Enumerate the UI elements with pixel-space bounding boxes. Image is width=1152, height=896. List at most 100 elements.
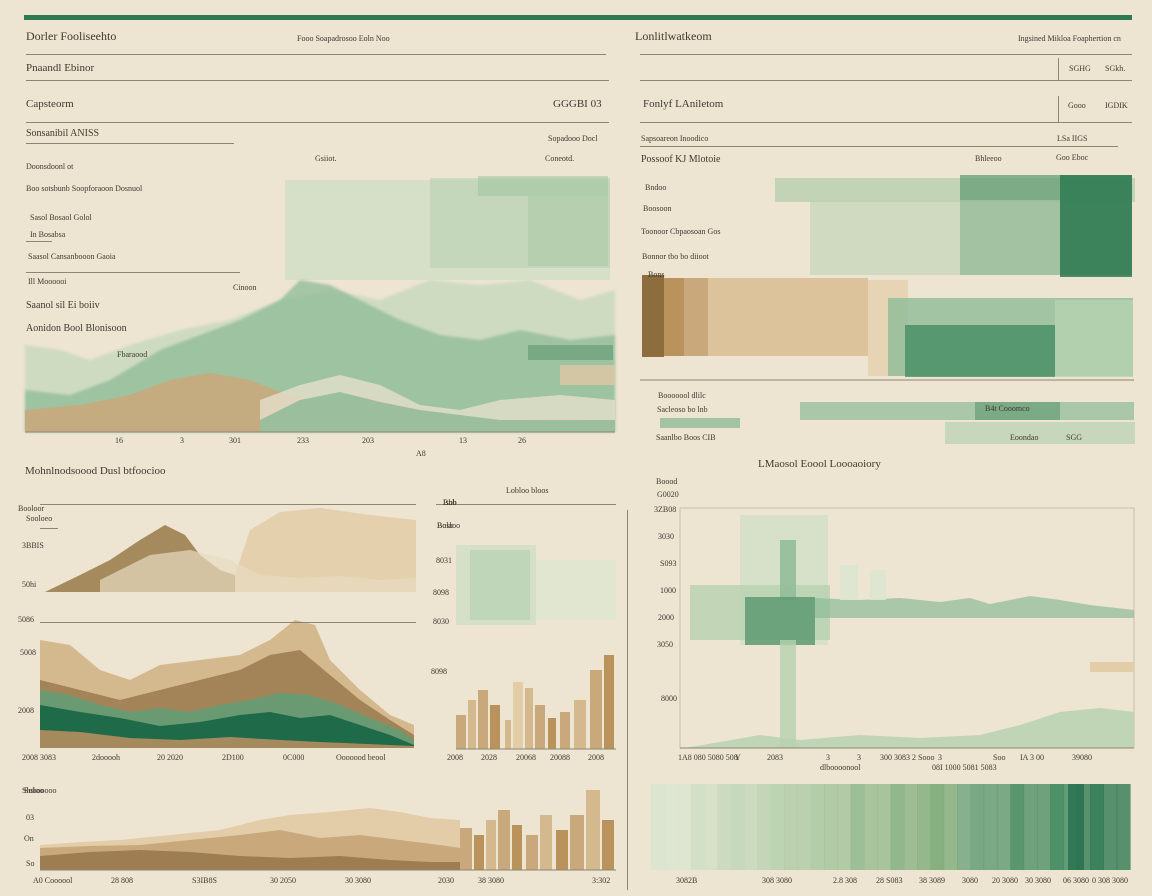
left-panel-title-note: Fooo Soapadrosoo Eoln Noo bbox=[297, 34, 390, 43]
bottom-left-rule bbox=[40, 622, 416, 623]
heatmap-cell bbox=[890, 784, 905, 870]
heatmap-cell bbox=[664, 784, 679, 870]
right-lower-band bbox=[800, 402, 1134, 420]
heatmap-cell bbox=[1036, 784, 1051, 870]
right-lower-value: SGG bbox=[1066, 433, 1083, 442]
x-tick-label: 13 bbox=[459, 436, 467, 445]
right-top-chart bbox=[640, 175, 1135, 444]
right-band-mid bbox=[810, 200, 1060, 275]
bm-bar bbox=[505, 720, 511, 749]
y-tick-label: 8030 bbox=[433, 617, 449, 626]
x-tick-label: 2008 bbox=[447, 753, 463, 762]
right-lower-band bbox=[945, 422, 1135, 444]
y-tick-label: 1000 bbox=[660, 586, 676, 595]
right-row1-value: SGHG bbox=[1069, 64, 1091, 73]
right-lower-value: B4t Cooomco bbox=[985, 404, 1030, 413]
x-tick-label: 233 bbox=[297, 436, 309, 445]
x-tick-label: 39080 bbox=[1072, 753, 1092, 762]
heatmap-cell bbox=[1068, 784, 1084, 870]
x-tick-label: 2008 3083 bbox=[22, 753, 56, 762]
x-tick-label: 2083 bbox=[767, 753, 783, 762]
right-title-rule bbox=[640, 54, 1132, 55]
left-top-x-label: A8 bbox=[416, 449, 426, 458]
bm-bar bbox=[468, 700, 476, 749]
left-side-label: Doonsdoonl ot bbox=[26, 162, 74, 171]
x-tick-label: 2030 bbox=[438, 876, 454, 885]
right-lower-band bbox=[975, 402, 1060, 420]
bottom-right-chart bbox=[679, 507, 1135, 749]
x-tick-label: 30 3080 bbox=[345, 876, 371, 885]
x-tick-label: 20088 bbox=[550, 753, 570, 762]
y-tick-label: Sbsioo bbox=[22, 786, 44, 795]
heatmap-cell bbox=[744, 784, 758, 870]
x-tick-label: 08I 1000 5081 5083 bbox=[932, 763, 997, 772]
x-tick-label: 3 bbox=[180, 436, 184, 445]
heatmap-cell bbox=[850, 784, 865, 870]
bl-main-area-front bbox=[40, 730, 414, 748]
heatmap-cell bbox=[1050, 784, 1065, 870]
heatmap-cell bbox=[704, 784, 719, 870]
bottom-strip-left-chart bbox=[40, 790, 616, 871]
bl-main-area-darkgreen bbox=[40, 705, 414, 748]
x-tick-label: 30 2050 bbox=[270, 876, 296, 885]
right-row2-value: IGDIK bbox=[1105, 101, 1128, 110]
heatmap-cell bbox=[690, 784, 705, 870]
x-tick-label: 3080 bbox=[962, 876, 978, 885]
left-row2-label: Capsteorm bbox=[26, 98, 74, 110]
bsl-bar bbox=[474, 835, 484, 870]
y-tick-label: Boood bbox=[656, 477, 678, 486]
bm-bar bbox=[525, 688, 533, 749]
heatmap-cell bbox=[1023, 784, 1038, 870]
y-tick-label: 3030 bbox=[658, 532, 674, 541]
bsl-bar bbox=[460, 828, 472, 870]
right-panel-title: Lonlitlwatkeom bbox=[635, 29, 712, 43]
right-green-block-dark bbox=[905, 325, 1055, 377]
right-tan-bar bbox=[684, 278, 708, 356]
bottom-left-title-rule bbox=[40, 504, 416, 505]
right-lower-label: Booooool dlilc bbox=[658, 391, 706, 400]
x-tick-label: 2.8 308 bbox=[833, 876, 857, 885]
bm-bar bbox=[604, 655, 614, 749]
bsl-bar bbox=[556, 830, 568, 870]
x-tick-label: IA 3 00 bbox=[1020, 753, 1044, 762]
right-green-block-light bbox=[1055, 300, 1133, 377]
x-tick-label: 2D100 bbox=[222, 753, 244, 762]
right-side-label: Boosoon bbox=[643, 204, 672, 213]
x-tick-label: Ooooood beool bbox=[336, 753, 386, 762]
right-row2-value: Gooo bbox=[1068, 101, 1086, 110]
right-lower-label: Sacleoso bo lnb bbox=[657, 405, 708, 414]
y-tick-label: 50hi bbox=[22, 580, 37, 589]
right-tan-bar bbox=[664, 278, 684, 356]
bsl-bar bbox=[498, 810, 510, 870]
left-row2-value: GGGBI 03 bbox=[553, 98, 602, 110]
x-tick-label: 3 bbox=[857, 753, 861, 762]
left-chart-note: Cinoon bbox=[233, 283, 257, 292]
heatmap-cell bbox=[970, 784, 985, 870]
bsl-bar bbox=[570, 815, 584, 870]
x-tick-label: 300 3083 2 Sooo bbox=[880, 753, 935, 762]
bsl-bar bbox=[586, 790, 600, 870]
y-tick-label: 8000 bbox=[661, 694, 677, 703]
left-side-label: Boo sotsbunb Soopforaoon Dosnuol bbox=[26, 184, 143, 193]
right-side-label: Toonoor Cbpaosoan Gos bbox=[641, 227, 721, 236]
x-tick-label: 308 3080 bbox=[762, 876, 792, 885]
right-row3-label: Sapsoareon Inoodico bbox=[641, 134, 709, 143]
bm-bar bbox=[535, 705, 545, 749]
bl-top-area-tan bbox=[230, 508, 416, 592]
bm-bg-block bbox=[536, 560, 616, 620]
right-row4-mid: Bhleeoo bbox=[975, 154, 1002, 163]
bm-bar bbox=[478, 690, 488, 749]
y-tick-label: S093 bbox=[660, 559, 677, 568]
x-tick-label: 2dooooh bbox=[92, 753, 120, 762]
y-tick-label: 8098 bbox=[431, 667, 447, 676]
y-tick-label: On bbox=[24, 834, 34, 843]
left-side-rule bbox=[26, 241, 52, 242]
right-tan-bar bbox=[708, 278, 868, 356]
right-row1-value: SGkh. bbox=[1105, 64, 1126, 73]
heatmap-cell bbox=[784, 784, 798, 870]
bottom-left-legend: Sooloeo bbox=[26, 514, 53, 523]
heatmap-cell bbox=[730, 784, 745, 870]
x-tick-label: 26 bbox=[518, 436, 526, 445]
bsl-bar bbox=[526, 835, 538, 870]
heatmap-cell bbox=[917, 784, 931, 870]
